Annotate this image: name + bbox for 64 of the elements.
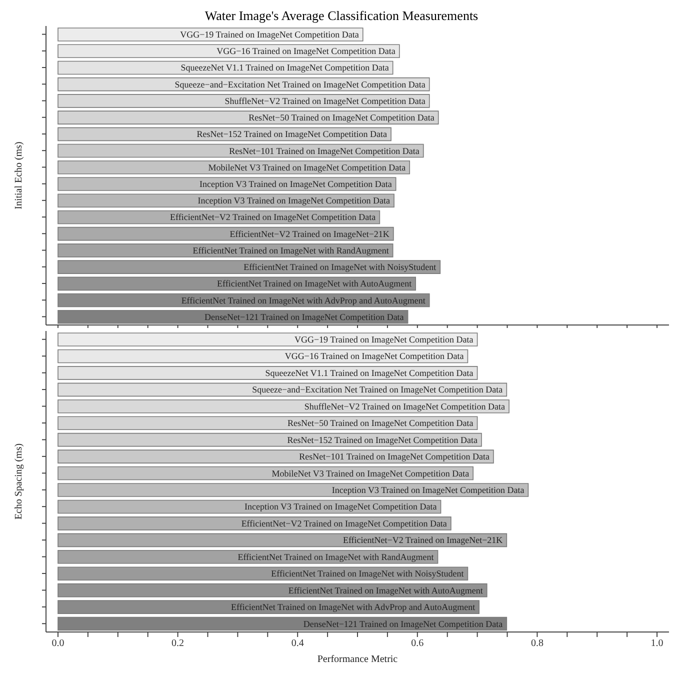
category-label: DenseNet−121 Trained on ImageNet Competition Data — [204, 312, 404, 322]
category-label: EfficientNet Trained on ImageNet with AutoAugment — [217, 278, 412, 289]
category-label: Inception V3 Trained on ImageNet Competition Data — [200, 179, 392, 189]
bar — [58, 310, 408, 324]
bar — [58, 516, 452, 530]
bar — [58, 450, 494, 464]
category-label: EfficientNet−V2 Trained on ImageNet−21K — [230, 228, 390, 239]
bar — [58, 110, 439, 124]
category-label: ResNet−152 Trained on ImageNet Competition Data — [287, 434, 478, 445]
x-tick-label: 0.2 — [172, 638, 184, 650]
bar — [58, 366, 478, 380]
x-tick-label: 0.6 — [411, 638, 424, 650]
category-label: ResNet−50 Trained on ImageNet Competition Data — [248, 112, 434, 123]
bar — [58, 483, 529, 497]
bar — [58, 550, 438, 564]
bar — [58, 260, 441, 274]
x-tick-label: 0.4 — [291, 638, 304, 650]
category-label: EfficientNet Trained on ImageNet with RandAugment — [192, 245, 389, 256]
category-label: Inception V3 Trained on ImageNet Competition Data — [198, 196, 390, 206]
category-label: Squeeze−and−Excitation Net Trained on ImageNet Competition Data — [174, 79, 426, 90]
x-tick-label: 1.0 — [650, 638, 664, 650]
category-label: VGG−19 Trained on ImageNet Competition Data — [294, 334, 474, 344]
category-label: Squeeze−and−Excitation Net Trained on ImageNet Competition Data — [252, 384, 503, 395]
category-label: SqueezeNet V1.1 Trained on ImageNet Competition Data — [180, 62, 389, 73]
category-label: VGG−19 Trained on ImageNet Competition Data — [180, 30, 359, 40]
bar — [58, 44, 400, 58]
bar — [58, 416, 478, 430]
category-label: VGG−16 Trained on ImageNet Competition Data — [284, 351, 464, 362]
y-axis-title: Initial Echo (ms) — [14, 142, 25, 210]
category-label: ShuffleNet−V2 Trained on ImageNet Competition Data — [304, 401, 506, 412]
bar — [58, 177, 396, 191]
bar — [58, 94, 430, 108]
category-label: ShuffleNet−V2 Trained on ImageNet Competition Data — [224, 96, 426, 106]
x-tick-label: 0.0 — [52, 638, 64, 650]
bar — [58, 399, 510, 414]
category-label: ResNet−152 Trained on ImageNet Competition Data — [196, 129, 388, 140]
category-label: VGG−16 Trained on ImageNet Competition Data — [216, 46, 396, 56]
bar — [58, 160, 410, 174]
category-label: MobileNet V3 Trained on ImageNet Competition Data — [272, 468, 470, 478]
category-label: ResNet−101 Trained on ImageNet Competition Data — [299, 452, 490, 462]
category-label: Inception V3 Trained on ImageNet Competition Data — [332, 485, 524, 495]
y-axis-title: Echo Spacing (ms) — [14, 443, 25, 520]
category-label: Inception V3 Trained on ImageNet Competition Data — [244, 502, 437, 512]
category-label: EfficientNet Trained on ImageNet with AdvProp and AutoAugment — [231, 602, 476, 612]
x-tick-label: 0.8 — [530, 638, 544, 650]
category-label: EfficientNet−V2 Trained on ImageNet Competition Data — [170, 212, 376, 222]
category-label: MobileNet V3 Trained on ImageNet Competition Data — [208, 162, 406, 172]
bar — [58, 332, 478, 346]
category-label: EfficientNet−V2 Trained on ImageNet−21K — [342, 535, 503, 546]
category-label: SqueezeNet V1.1 Trained on ImageNet Competition Data — [265, 368, 474, 378]
category-label: DenseNet−121 Trained on ImageNet Competition Data — [303, 618, 503, 629]
category-label: ResNet−101 Trained on ImageNet Competition Data — [229, 146, 420, 156]
category-label: EfficientNet Trained on ImageNet with AdvProp and AutoAugment — [181, 295, 426, 306]
category-label: EfficientNet Trained on ImageNet with NoisyStudent — [271, 568, 464, 579]
category-label: ResNet−50 Trained on ImageNet Competition Data — [288, 418, 474, 428]
chart-title: Water Image's Average Classification Measurements — [204, 8, 480, 24]
bar — [58, 28, 364, 42]
category-label: EfficientNet Trained on ImageNet with RandAugment — [238, 552, 434, 562]
x-axis-title: Performance Metric — [317, 654, 398, 665]
bar — [58, 533, 508, 548]
category-label: EfficientNet Trained on ImageNet with NoisyStudent — [244, 262, 436, 272]
category-label: EfficientNet Trained on ImageNet with AutoAugment — [288, 585, 483, 596]
bar — [58, 566, 468, 581]
category-label: EfficientNet−V2 Trained on ImageNet Competition Data — [241, 518, 447, 528]
